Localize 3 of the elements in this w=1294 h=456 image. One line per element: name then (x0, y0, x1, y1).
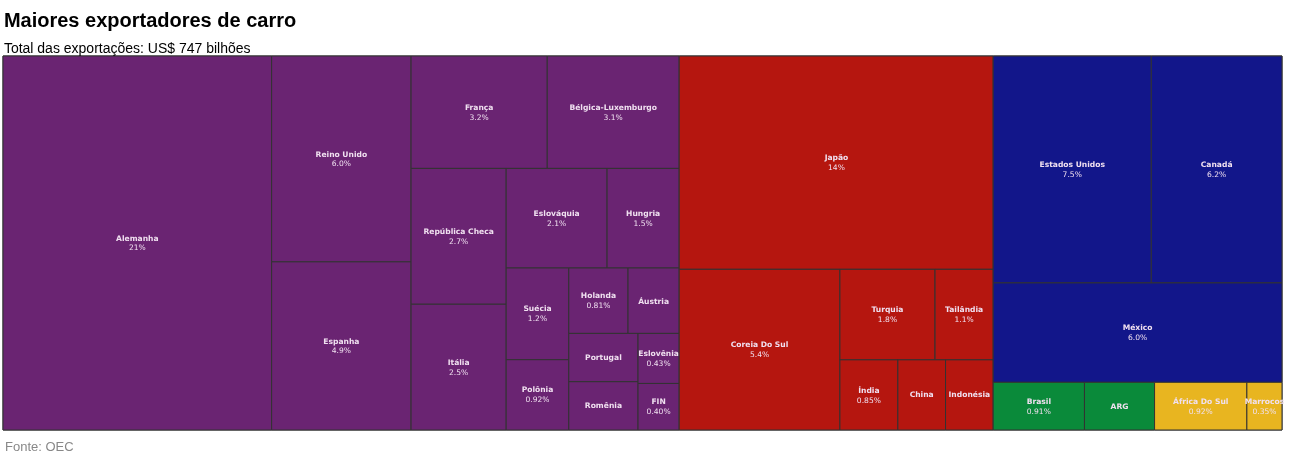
text: Total das exportações: US$ 747 bilhões (3, 40, 251, 57)
text: Maiores exportadores de carro (3, 9, 297, 32)
source-note: Fonte: OEC (5, 439, 74, 454)
